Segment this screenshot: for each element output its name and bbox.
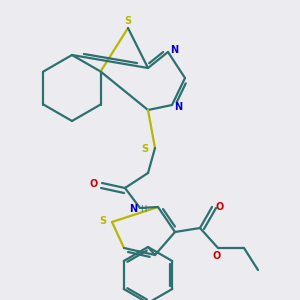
Text: N: N (170, 45, 178, 55)
Text: O: O (216, 202, 224, 212)
Text: N: N (174, 102, 182, 112)
Text: O: O (90, 179, 98, 189)
Text: H: H (140, 205, 146, 214)
Text: S: S (99, 216, 106, 226)
Text: S: S (124, 16, 132, 26)
Text: S: S (141, 144, 148, 154)
Text: O: O (213, 251, 221, 261)
Text: N: N (129, 204, 137, 214)
